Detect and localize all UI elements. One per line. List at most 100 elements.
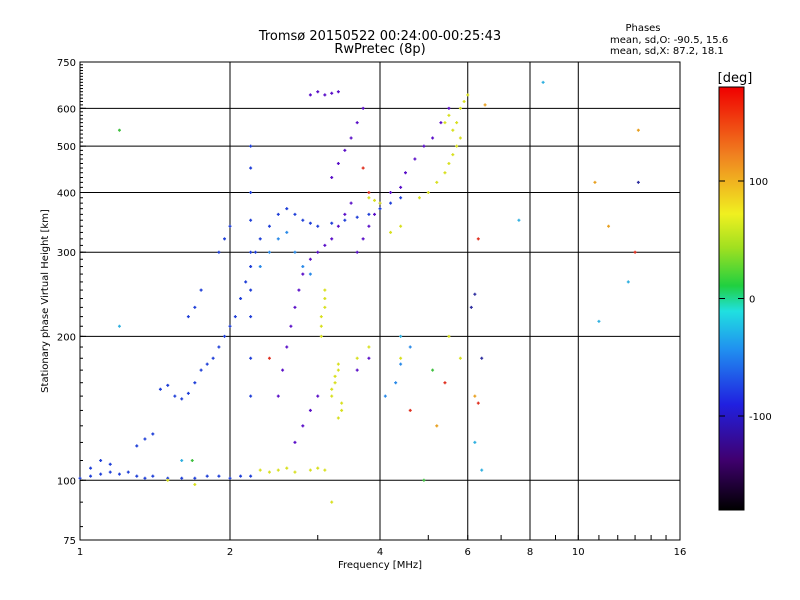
- data-point: [439, 121, 443, 125]
- x-tick-label: 10: [572, 547, 585, 558]
- data-point: [373, 198, 377, 202]
- data-point: [330, 394, 334, 398]
- data-point: [108, 462, 112, 466]
- data-point: [355, 250, 359, 254]
- data-point: [408, 345, 412, 349]
- colorbar-ticks: 100 0 -100: [719, 177, 772, 423]
- data-point: [258, 237, 262, 241]
- data-point: [186, 391, 190, 395]
- y-axis-ticks: 75 100 200 300 400 500 600 750: [57, 58, 86, 547]
- data-point: [399, 362, 403, 366]
- data-point: [308, 257, 312, 261]
- data-point: [443, 171, 447, 175]
- data-point: [293, 470, 297, 474]
- data-point: [431, 136, 435, 140]
- data-point: [89, 466, 93, 470]
- data-point: [340, 401, 344, 405]
- data-point: [267, 470, 271, 474]
- y-tick-label: 400: [57, 188, 76, 199]
- data-point: [435, 180, 439, 184]
- data-point: [330, 387, 334, 391]
- data-point: [399, 196, 403, 200]
- data-point: [316, 90, 320, 94]
- data-point: [466, 93, 470, 97]
- data-point: [399, 224, 403, 228]
- data-point: [223, 237, 227, 241]
- data-point: [319, 334, 323, 338]
- data-point: [323, 305, 327, 309]
- data-point: [249, 356, 253, 360]
- data-point: [205, 362, 209, 366]
- data-point: [199, 288, 203, 292]
- y-tick-label: 750: [57, 58, 76, 69]
- phases-title: Phases: [625, 23, 660, 34]
- data-point: [158, 387, 162, 391]
- data-point: [276, 468, 280, 472]
- x-tick-label: 1: [77, 547, 83, 558]
- data-point: [276, 212, 280, 216]
- data-point: [336, 416, 340, 420]
- data-point: [473, 292, 477, 296]
- data-point: [78, 476, 82, 480]
- data-point: [517, 218, 521, 222]
- data-point: [308, 468, 312, 472]
- colorbar-tick-label: 100: [749, 177, 768, 188]
- data-point: [308, 93, 312, 97]
- data-point: [361, 166, 365, 170]
- data-point: [323, 243, 327, 247]
- data-point: [135, 474, 139, 478]
- data-point: [258, 468, 262, 472]
- data-point: [166, 383, 170, 387]
- data-point: [333, 381, 337, 385]
- data-point: [249, 394, 253, 398]
- y-tick-label: 100: [57, 476, 76, 487]
- data-point: [361, 237, 365, 241]
- data-point: [476, 401, 480, 405]
- x-axis-label: Frequency [MHz]: [338, 560, 422, 571]
- y-tick-label: 75: [63, 536, 76, 547]
- data-point: [151, 474, 155, 478]
- x-tick-label: 2: [227, 547, 233, 558]
- data-point: [281, 368, 285, 372]
- data-point: [323, 93, 327, 97]
- data-point: [458, 136, 462, 140]
- data-point: [193, 476, 197, 480]
- data-point: [143, 476, 147, 480]
- data-point: [253, 250, 257, 254]
- data-point: [422, 144, 426, 148]
- data-point: [367, 356, 371, 360]
- data-point: [636, 128, 640, 132]
- data-point: [223, 334, 227, 338]
- data-point: [455, 121, 459, 125]
- data-point: [408, 408, 412, 412]
- data-point: [399, 356, 403, 360]
- data-point: [355, 368, 359, 372]
- data-point: [330, 500, 334, 504]
- data-point: [258, 265, 262, 269]
- data-point: [180, 397, 184, 401]
- data-point: [319, 324, 323, 328]
- data-point: [340, 408, 344, 412]
- data-point: [217, 250, 221, 254]
- data-point: [361, 106, 365, 110]
- data-point: [89, 474, 93, 478]
- phase-o-stats: mean, sd,O: -90.5, 15.6: [610, 35, 728, 46]
- data-point: [267, 356, 271, 360]
- colorbar-label: [deg]: [718, 71, 753, 86]
- data-point: [330, 175, 334, 179]
- data-point: [367, 345, 371, 349]
- data-point: [180, 476, 184, 480]
- y-tick-label: 500: [57, 142, 76, 153]
- data-point: [117, 324, 121, 328]
- data-point: [99, 458, 103, 462]
- data-point: [323, 297, 327, 301]
- data-point: [297, 288, 301, 292]
- data-point: [367, 212, 371, 216]
- data-point: [308, 408, 312, 412]
- data-point: [143, 437, 147, 441]
- data-point: [607, 224, 611, 228]
- data-point: [394, 381, 398, 385]
- data-point: [476, 237, 480, 241]
- data-point: [458, 106, 462, 110]
